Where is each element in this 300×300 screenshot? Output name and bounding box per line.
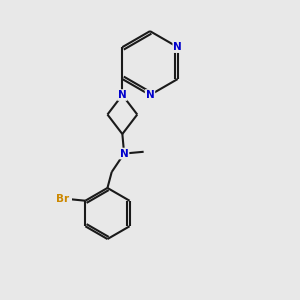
Text: N: N — [120, 148, 128, 158]
Text: Br: Br — [56, 194, 69, 204]
Text: N: N — [118, 90, 127, 100]
Text: N: N — [173, 42, 182, 52]
Text: N: N — [146, 90, 154, 100]
